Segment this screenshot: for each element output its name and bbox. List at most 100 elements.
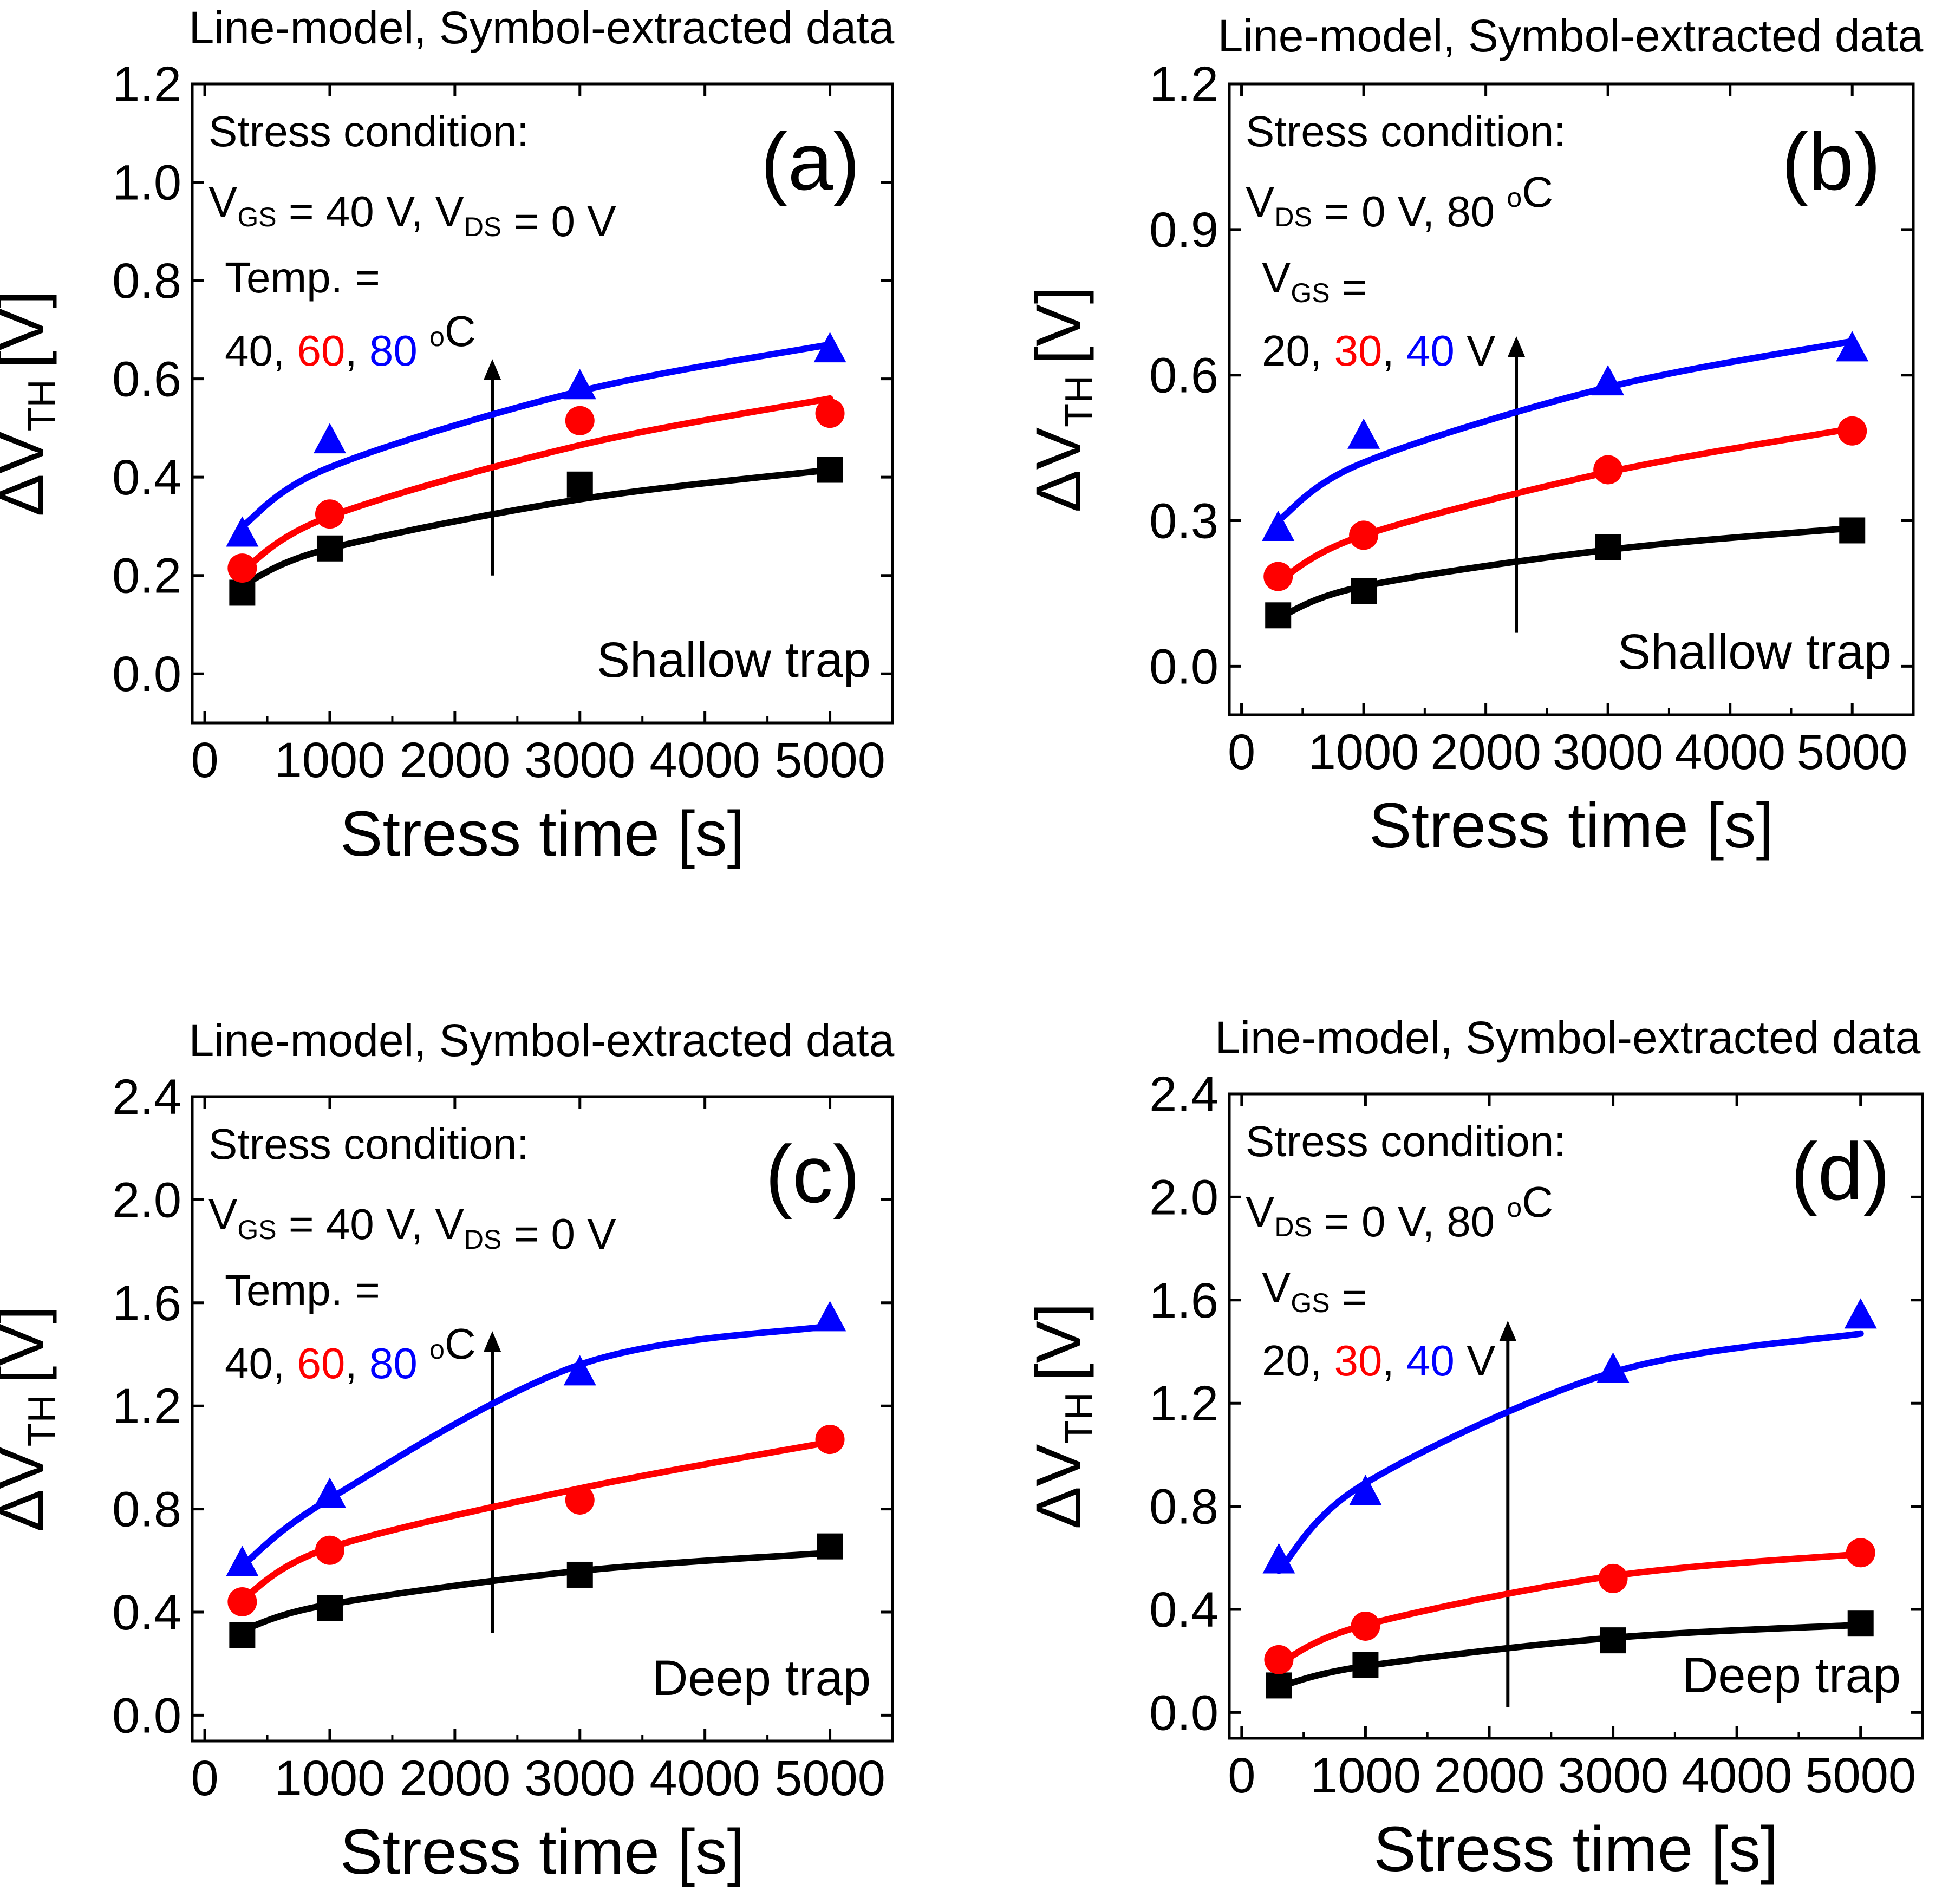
x-tick-label: 3000 [1557,1748,1669,1803]
x-tick-label: 4000 [1682,1748,1793,1803]
y-tick-label: 0.6 [112,352,181,407]
y-tick-label: 0.4 [112,450,181,505]
y-tick-label: 1.6 [1149,1273,1218,1328]
y-tick-label: 0.3 [1149,494,1218,549]
condition-line-2: VGS = [1262,1263,1367,1321]
y-axis-title-unit: [V] [0,1306,57,1384]
plot-frame [1228,82,1915,716]
data-point-triangle [1596,1352,1630,1383]
data-point-triangle [1347,418,1380,449]
condition-title: Stress condition: [1246,107,1566,155]
data-point-circle [227,1587,257,1616]
data-point-triangle [1262,1543,1295,1574]
series-blue [1262,1298,1877,1574]
plot-frame [191,82,894,725]
trap-label: Deep trap [652,1651,871,1706]
model-line [239,395,833,574]
model-line [239,341,833,530]
y-tick-label: 2.0 [1149,1170,1218,1225]
y-tick-label: 1.2 [1149,57,1218,112]
data-point-triangle [563,1355,596,1386]
x-axis-title: Stress time [s] [1373,1814,1778,1885]
series-red [1263,416,1867,591]
condition-line-3: 20, 30, 40 V [1262,327,1496,375]
trend-arrow-head [1499,1320,1517,1341]
x-tick-label: 5000 [774,733,885,788]
y-axis-title-main: ΔV [1023,427,1094,513]
trap-label: Shallow trap [1618,624,1892,680]
y-axis-title-unit: [V] [1023,286,1094,364]
series-red [227,395,845,583]
x-tick-label: 3000 [1553,725,1664,780]
condition-line-1: VDS = 0 V, 80 oC [1246,168,1553,236]
x-axis-title: Stress time [s] [340,1816,745,1888]
y-tick-label: 0.2 [112,549,181,604]
y-tick-label: 0.4 [1149,1582,1218,1638]
condition-title: Stress condition: [208,1120,529,1168]
x-tick-label: 2000 [400,733,511,788]
trap-label: Shallow trap [597,633,871,688]
data-point-square [566,1561,593,1588]
data-point-circle [1263,562,1293,591]
data-point-triangle [813,332,846,363]
x-tick-label: 4000 [649,1751,760,1806]
y-tick-label: 2.4 [112,1070,181,1125]
plot-frame [191,1095,894,1743]
y-axis-title-unit: [V] [0,290,57,368]
x-axis-title: Stress time [s] [340,798,745,870]
data-point-square [566,471,593,498]
series-blue [226,332,846,547]
y-axis-title-sub: TH [21,379,64,431]
condition-line-3: 40, 60, 80 oC [225,1320,476,1387]
y-tick-label: 0.0 [1149,1685,1218,1740]
x-tick-label: 0 [1228,1748,1255,1803]
trap-label: Deep trap [1682,1648,1901,1703]
data-point-circle [315,1535,344,1565]
y-axis-title-main: ΔV [1023,1444,1094,1529]
data-point-square [1600,1627,1626,1654]
data-point-circle [1351,1611,1380,1641]
data-point-circle [565,406,595,435]
model-line [1275,524,1856,621]
condition-line-3: 20, 30, 40 V [1262,1336,1496,1385]
data-point-triangle [813,1301,846,1332]
data-point-square [1266,1672,1292,1699]
data-point-square [1265,602,1292,629]
x-tick-label: 3000 [524,733,635,788]
condition-line-1: VGS = 40 V, VDS = 0 V [208,178,616,245]
data-point-circle [1837,416,1867,446]
y-tick-label: 1.0 [112,155,181,211]
y-tick-label: 1.2 [112,57,181,112]
condition-line-1: VDS = 0 V, 80 oC [1246,1178,1553,1246]
data-point-circle [815,399,845,428]
x-tick-label: 1000 [275,733,386,788]
panel-c: Line-model, Symbol-extracted data 0 1000 20… [0,1015,895,1888]
x-tick-label: 3000 [524,1751,635,1806]
y-tick-label: 2.4 [1149,1067,1218,1122]
data-point-square [1847,1610,1874,1637]
chart-header: Line-model, Symbol-extracted data [1218,10,1924,61]
panel-label: (d) [1791,1126,1890,1217]
data-point-triangle [563,369,596,400]
x-tick-label: 2000 [400,1751,511,1806]
model-line [1275,1621,1864,1690]
panel-label: (c) [765,1129,860,1220]
x-tick-label: 4000 [649,733,760,788]
x-tick-label: 2000 [1434,1748,1545,1803]
condition-line-1: VGS = 40 V, VDS = 0 V [208,1190,616,1258]
trend-arrow-head [484,1331,501,1352]
x-tick-label: 5000 [1797,725,1908,780]
series-black [1265,517,1866,629]
condition-line-2: Temp. = [225,253,380,302]
model-line [239,1322,833,1569]
data-point-triangle [1836,331,1869,362]
data-point-square [1352,1652,1379,1678]
data-point-circle [1846,1538,1875,1568]
condition-title: Stress condition: [1246,1117,1566,1165]
x-tick-label: 4000 [1674,725,1785,780]
data-point-circle [227,553,257,583]
panel-label: (a) [761,116,860,207]
y-tick-label: 0.0 [112,1688,181,1743]
